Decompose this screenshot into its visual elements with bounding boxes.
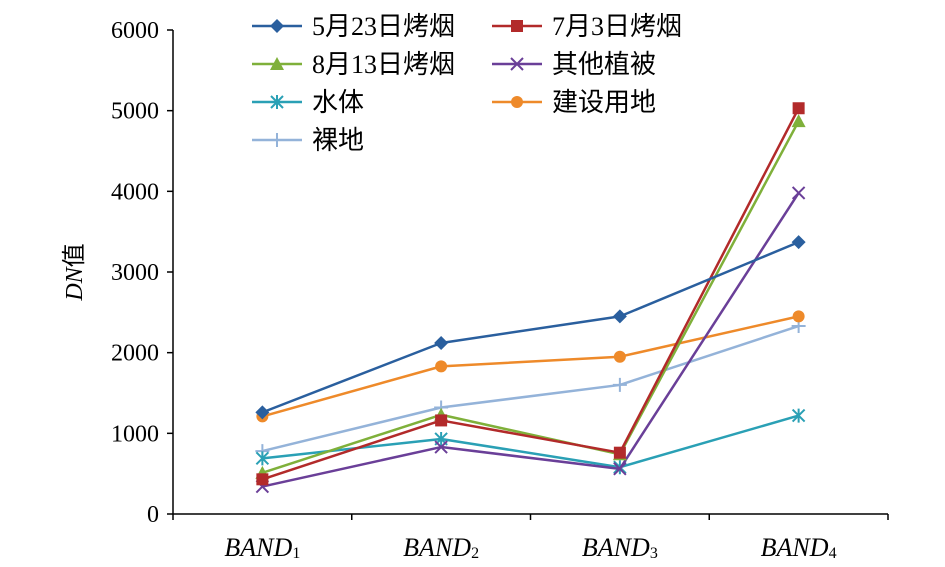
legend-label: 水体 [312, 88, 364, 117]
series-line [261, 120, 800, 475]
data-point [791, 235, 806, 250]
legend-label: 建设用地 [552, 88, 656, 117]
x-tick-label-subscript: 1 [292, 545, 300, 562]
data-point [791, 408, 806, 423]
data-point [435, 414, 448, 427]
data-point [434, 440, 448, 454]
y-tick-label: 6000 [111, 18, 159, 44]
data-point [256, 473, 269, 486]
series-line [262, 324, 800, 453]
series-line [262, 414, 799, 469]
legend-swatch-marker [510, 57, 524, 71]
y-tick-label: 5000 [111, 99, 159, 125]
legend-swatch-marker [511, 20, 523, 32]
data-point [791, 186, 806, 200]
legend-item: 8月13日烤烟 [252, 50, 455, 79]
data-point [613, 350, 626, 363]
x-tick-label-main: BAND [761, 533, 829, 562]
legend-swatch-marker [270, 57, 284, 70]
y-tick-label: 0 [147, 502, 159, 528]
legend-swatch-marker [270, 133, 284, 147]
x-tick-label: BAND2 [403, 533, 479, 562]
series-line [261, 240, 800, 414]
y-tick-label: 4000 [111, 179, 159, 205]
series-5 [255, 408, 806, 475]
series-line [262, 315, 799, 418]
series-line [261, 107, 800, 481]
legend-swatch-marker [270, 95, 284, 109]
data-point [612, 377, 627, 392]
legend-label: 5月23日烤烟 [312, 12, 455, 41]
x-tick-label: BAND1 [224, 533, 300, 562]
series-line [262, 192, 800, 488]
data-point [613, 446, 626, 459]
data-point [255, 451, 270, 466]
x-tick-label-main: BAND [403, 533, 471, 562]
x-tick-label-main: BAND [582, 533, 650, 562]
series-2 [256, 102, 805, 486]
y-axis-label: DN值 [61, 243, 88, 301]
legend-swatch-marker [511, 96, 523, 108]
legend-label: 裸地 [312, 126, 364, 155]
legend-item: 7月3日烤烟 [492, 12, 682, 41]
series-3 [255, 114, 806, 479]
data-point [612, 309, 627, 324]
legend-item: 5月23日烤烟 [252, 12, 455, 41]
legend-label: 7月3日烤烟 [552, 12, 682, 41]
series-1 [255, 235, 806, 420]
x-tick-label-subscript: 3 [650, 545, 658, 562]
data-point [435, 360, 448, 373]
series-7 [255, 319, 806, 459]
y-axis-title-rest: 值 [61, 243, 88, 267]
legend-label: 8月13日烤烟 [312, 50, 455, 79]
y-tick-label: 1000 [111, 421, 159, 447]
series-4 [255, 186, 806, 494]
series-layer [255, 102, 806, 494]
legend-item: 裸地 [252, 126, 364, 155]
y-axis-title: DN值 [61, 243, 88, 301]
x-tick-label-subscript: 2 [471, 545, 479, 562]
x-tick-label: BAND4 [761, 533, 837, 562]
legend-item: 其他植被 [492, 50, 656, 79]
data-point [791, 114, 806, 128]
series-6 [256, 310, 805, 423]
data-point [255, 405, 270, 420]
y-axis-title-italic: DN [62, 265, 88, 301]
x-tick-label-main: BAND [224, 533, 292, 562]
data-point [792, 102, 805, 115]
legend-swatch-marker [270, 19, 284, 33]
data-point [792, 310, 805, 323]
legend-label: 其他植被 [552, 50, 656, 79]
y-tick-label: 2000 [111, 341, 159, 367]
legend-item: 建设用地 [492, 88, 656, 117]
legend-item: 水体 [252, 88, 364, 117]
x-tick-label-subscript: 4 [829, 545, 837, 562]
data-point [613, 462, 627, 476]
data-point [434, 335, 449, 350]
x-tick-label: BAND3 [582, 533, 658, 562]
y-tick-label: 3000 [111, 260, 159, 286]
